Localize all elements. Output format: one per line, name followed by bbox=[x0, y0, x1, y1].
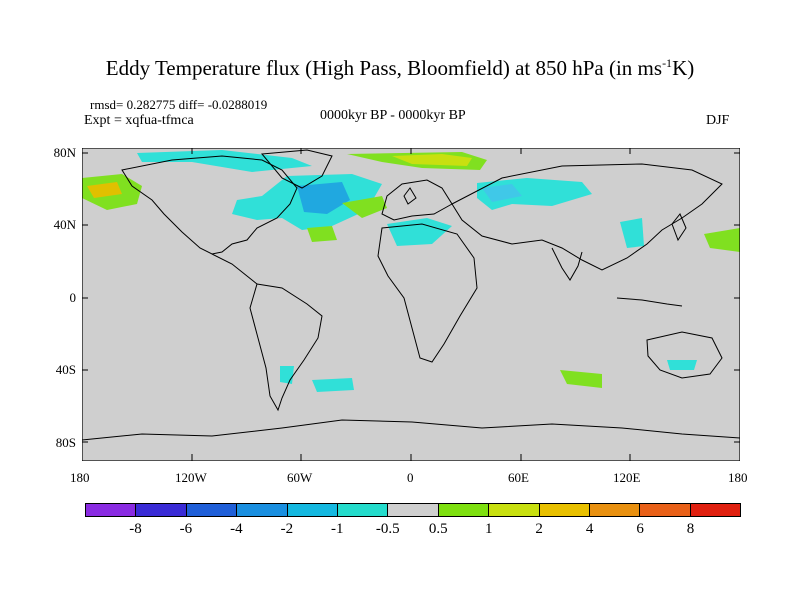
colorbar-label-3: -2 bbox=[280, 521, 294, 537]
patch-southern-cyan-3 bbox=[280, 366, 294, 384]
colorbar-segment-7 bbox=[438, 504, 490, 516]
patch-arctic-yellow bbox=[392, 154, 472, 166]
patch-southern-green-1 bbox=[560, 370, 602, 388]
patch-arctic-cyan-west bbox=[137, 150, 312, 172]
indonesia-coast bbox=[616, 297, 683, 307]
uk-coast bbox=[403, 187, 417, 205]
patch-north-atlantic-blue bbox=[297, 182, 350, 214]
europe-coast bbox=[381, 179, 453, 221]
y-tick-0: 0 bbox=[69, 290, 77, 305]
antarctica-coast bbox=[82, 419, 740, 441]
x-tick-120e: 120E bbox=[613, 470, 641, 485]
period-label: 0000kyr BP - 0000kyr BP bbox=[320, 108, 466, 123]
x-tick-60e: 60E bbox=[508, 470, 529, 485]
south-america-coast bbox=[249, 283, 323, 412]
expt-label: Expt = xqfua-tfmca bbox=[84, 113, 194, 128]
y-tick-80s: 80S bbox=[55, 435, 76, 450]
x-tick-120w: 120W bbox=[175, 470, 207, 485]
colorbar-segment-12 bbox=[690, 504, 741, 516]
colorbar-segment-11 bbox=[640, 504, 691, 516]
colorbar-label-4: -1 bbox=[331, 521, 344, 537]
north-america-coast bbox=[121, 155, 298, 255]
map-background bbox=[82, 148, 740, 461]
patch-pacific-yellow-west bbox=[87, 182, 122, 198]
colorbar-label-7: 1 bbox=[484, 521, 493, 537]
chart-title: Eddy Temperature flux (High Pass, Bloomf… bbox=[105, 56, 695, 80]
colorbar-segment-6 bbox=[388, 504, 439, 516]
colorbar-segment-4 bbox=[287, 504, 338, 516]
colorbar-segment-2 bbox=[186, 504, 238, 516]
colorbar-segment-3 bbox=[237, 504, 288, 516]
colorbar-segment-10 bbox=[589, 504, 641, 516]
stats-label: rmsd= 0.282775 diff= -0.0288019 bbox=[90, 97, 268, 112]
x-tick-180w: 180 bbox=[70, 470, 90, 485]
patch-north-africa-green bbox=[307, 226, 337, 242]
patch-eurasia-blue bbox=[482, 184, 522, 202]
colorbar bbox=[85, 503, 741, 517]
coastlines bbox=[82, 149, 740, 441]
colorbar-label-0: -8 bbox=[129, 521, 142, 537]
colorbar-segment-1 bbox=[136, 504, 187, 516]
patch-southern-cyan-1 bbox=[312, 378, 354, 392]
patch-atlantic-green bbox=[342, 196, 387, 218]
greenland-coast bbox=[261, 149, 333, 189]
season-label: DJF bbox=[706, 113, 730, 128]
anomaly-patches bbox=[82, 150, 740, 392]
patch-pacific-green-east bbox=[704, 228, 740, 252]
patch-mediterranean-cyan bbox=[387, 218, 452, 246]
colorbar-label-8: 2 bbox=[535, 521, 543, 537]
y-tick-80n: 80N bbox=[53, 145, 76, 160]
colorbar-label-11: 8 bbox=[686, 521, 695, 537]
x-tick-60w: 60W bbox=[287, 470, 313, 485]
colorbar-label-1: -6 bbox=[179, 521, 193, 537]
x-tick-180e: 180 bbox=[728, 470, 748, 485]
india-coast bbox=[551, 247, 583, 281]
colorbar-segment-5 bbox=[337, 504, 389, 516]
central-america-coast bbox=[211, 253, 258, 285]
colorbar-segment-0 bbox=[86, 504, 137, 516]
patch-southern-cyan-2 bbox=[667, 360, 697, 370]
japan-coast bbox=[671, 213, 687, 242]
map-ticks bbox=[82, 148, 740, 461]
colorbar-segment-8 bbox=[489, 504, 540, 516]
colorbar-label-6: 0.5 bbox=[428, 521, 448, 537]
colorbar-segment-9 bbox=[539, 504, 590, 516]
colorbar-label-9: 4 bbox=[585, 521, 594, 537]
x-tick-0: 0 bbox=[407, 470, 414, 485]
patch-east-asia-cyan bbox=[620, 218, 644, 248]
colorbar-label-10: 6 bbox=[636, 521, 644, 537]
map-panel bbox=[82, 148, 740, 461]
australia-coast bbox=[646, 331, 723, 379]
asia-coast bbox=[451, 163, 723, 271]
africa-coast bbox=[377, 223, 478, 363]
y-tick-40n: 40N bbox=[53, 217, 76, 232]
colorbar-label-2: -4 bbox=[230, 521, 243, 537]
colorbar-label-5: -0.5 bbox=[375, 521, 400, 537]
y-tick-40s: 40S bbox=[55, 362, 76, 377]
